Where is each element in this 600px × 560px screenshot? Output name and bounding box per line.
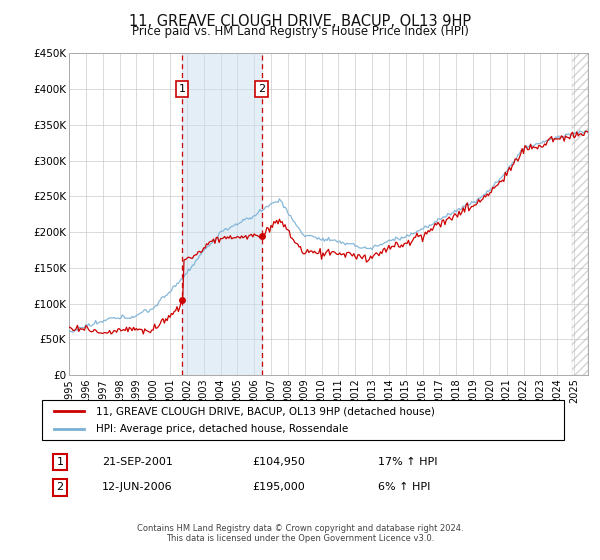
Text: 1: 1	[56, 457, 64, 467]
Text: £104,950: £104,950	[252, 457, 305, 467]
Text: 1: 1	[179, 84, 185, 94]
Text: 12-JUN-2006: 12-JUN-2006	[102, 482, 173, 492]
Text: Price paid vs. HM Land Registry's House Price Index (HPI): Price paid vs. HM Land Registry's House …	[131, 25, 469, 38]
Text: HPI: Average price, detached house, Rossendale: HPI: Average price, detached house, Ross…	[96, 423, 348, 433]
Text: 11, GREAVE CLOUGH DRIVE, BACUP, OL13 9HP: 11, GREAVE CLOUGH DRIVE, BACUP, OL13 9HP	[129, 14, 471, 29]
Text: 11, GREAVE CLOUGH DRIVE, BACUP, OL13 9HP (detached house): 11, GREAVE CLOUGH DRIVE, BACUP, OL13 9HP…	[96, 407, 435, 417]
Text: Contains HM Land Registry data © Crown copyright and database right 2024.: Contains HM Land Registry data © Crown c…	[137, 524, 463, 533]
Text: £195,000: £195,000	[252, 482, 305, 492]
Text: 2: 2	[56, 482, 64, 492]
Bar	[182, 53, 262, 375]
Text: 2: 2	[258, 84, 265, 94]
Text: 6% ↑ HPI: 6% ↑ HPI	[378, 482, 430, 492]
Text: 21-SEP-2001: 21-SEP-2001	[102, 457, 173, 467]
Text: 17% ↑ HPI: 17% ↑ HPI	[378, 457, 437, 467]
Text: This data is licensed under the Open Government Licence v3.0.: This data is licensed under the Open Gov…	[166, 534, 434, 543]
